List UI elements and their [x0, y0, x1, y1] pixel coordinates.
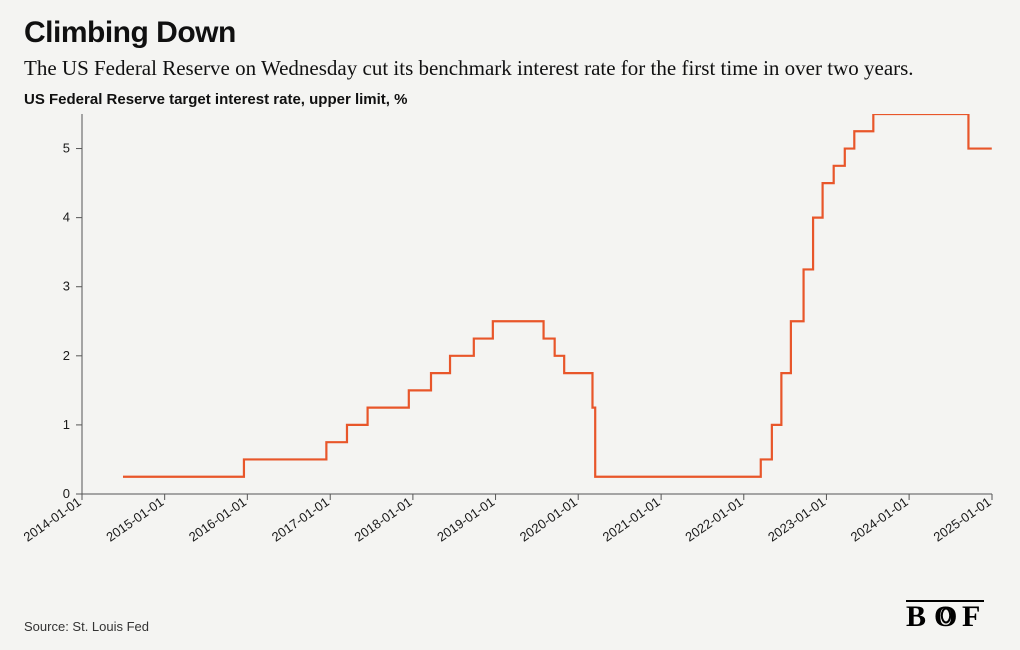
svg-text:2023-01-01: 2023-01-01	[765, 494, 828, 544]
bof-logo: B O F	[906, 598, 996, 634]
svg-text:F: F	[962, 600, 982, 633]
svg-text:B: B	[906, 600, 927, 633]
svg-text:2024-01-01: 2024-01-01	[848, 494, 911, 544]
chart-source: Source: St. Louis Fed	[24, 619, 149, 634]
svg-text:2025-01-01: 2025-01-01	[931, 494, 994, 544]
svg-text:2017-01-01: 2017-01-01	[269, 494, 332, 544]
svg-text:4: 4	[63, 210, 70, 225]
svg-text:2015-01-01: 2015-01-01	[103, 494, 166, 544]
svg-text:2020-01-01: 2020-01-01	[517, 494, 580, 544]
svg-text:O: O	[934, 600, 959, 633]
chart-subtitle: The US Federal Reserve on Wednesday cut …	[24, 56, 996, 81]
svg-text:2019-01-01: 2019-01-01	[434, 494, 497, 544]
chart-title: Climbing Down	[24, 16, 996, 50]
svg-text:5: 5	[63, 141, 70, 156]
svg-text:2022-01-01: 2022-01-01	[682, 494, 745, 544]
svg-text:2021-01-01: 2021-01-01	[600, 494, 663, 544]
svg-text:3: 3	[63, 279, 70, 294]
chart-footer: Source: St. Louis Fed B O F	[24, 598, 996, 634]
chart-card: Climbing Down The US Federal Reserve on …	[0, 0, 1020, 650]
svg-text:2014-01-01: 2014-01-01	[24, 494, 84, 544]
svg-text:2018-01-01: 2018-01-01	[352, 494, 415, 544]
svg-text:2016-01-01: 2016-01-01	[186, 494, 249, 544]
svg-text:1: 1	[63, 417, 70, 432]
chart-axis-label: US Federal Reserve target interest rate,…	[24, 91, 996, 108]
fed-rate-step-chart: 0123452014-01-012015-01-012016-01-012017…	[24, 114, 996, 574]
svg-text:2: 2	[63, 348, 70, 363]
